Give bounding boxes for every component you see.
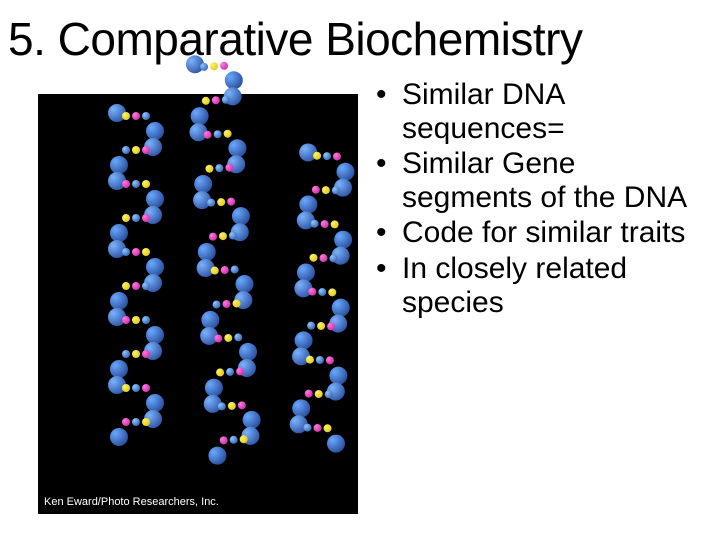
slide-content: Ken Eward/Photo Researchers, Inc. Simila… xyxy=(0,76,720,514)
bullet-list: Similar DNA sequences= Similar Gene segm… xyxy=(358,76,712,514)
image-credit: Ken Eward/Photo Researchers, Inc. xyxy=(44,496,219,508)
bullet-item: Code for similar traits xyxy=(376,216,712,250)
dna-image: Ken Eward/Photo Researchers, Inc. xyxy=(38,94,358,514)
dna-helix-2 xyxy=(185,53,266,535)
dna-helix-3 xyxy=(287,143,356,515)
bullet-item: In closely related species xyxy=(376,252,712,319)
slide-title: 5. Comparative Biochemistry xyxy=(0,0,720,76)
bullet-item: Similar Gene segments of the DNA xyxy=(376,147,712,214)
bullet-item: Similar DNA sequences= xyxy=(376,78,712,145)
dna-helix-1 xyxy=(108,104,164,494)
